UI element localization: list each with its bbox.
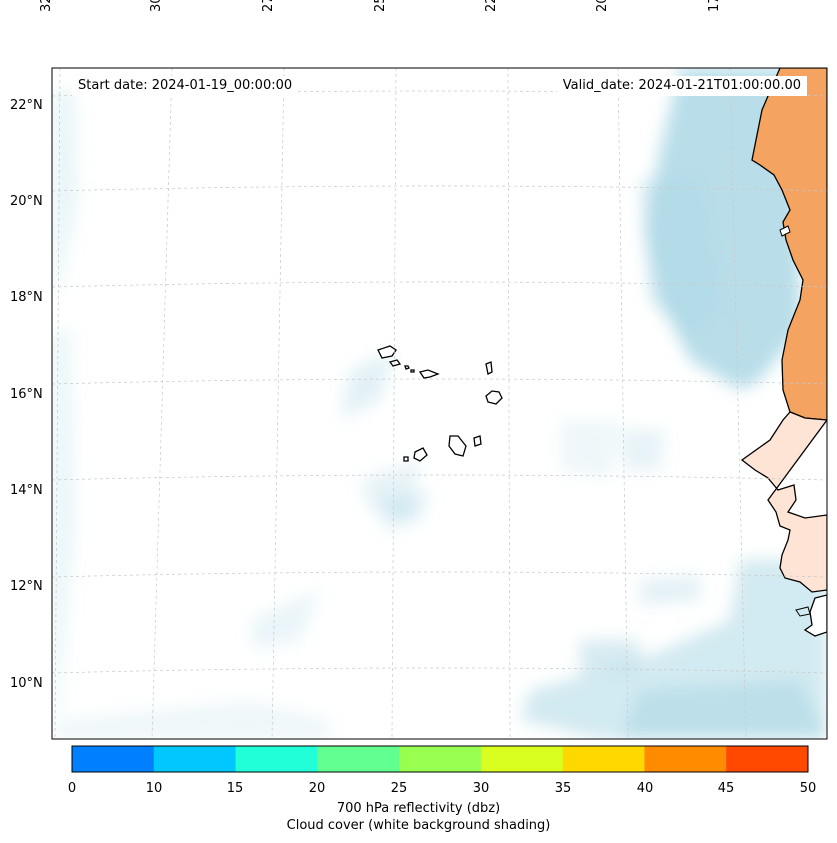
lat-label: 12°N (10, 579, 43, 594)
colorbar-segment (480, 746, 564, 772)
valid-date-label: Valid_date: 2024-01-21T01:00:00.00 (556, 76, 807, 96)
colorbar (72, 746, 809, 772)
lon-label: 20°W (595, 0, 610, 12)
lat-label: 22°N (10, 98, 43, 113)
lon-label: 30°W (149, 0, 164, 12)
colorbar-tick-label: 0 (67, 781, 77, 796)
colorbar-tick-label: 20 (308, 781, 326, 796)
colorbar-subtitle: Cloud cover (white background shading) (286, 818, 551, 833)
colorbar-tick-label: 10 (145, 781, 163, 796)
start-date-label: Start date: 2024-01-19_00:00:00 (72, 76, 299, 96)
colorbar-segment (235, 746, 318, 772)
colorbar-segment (644, 746, 727, 772)
lat-label: 16°N (10, 387, 43, 402)
lat-label: 14°N (10, 483, 43, 498)
lat-label: 18°N (10, 290, 43, 305)
lon-label: 32.5°W (39, 0, 54, 12)
colorbar-tick-label: 35 (554, 781, 572, 796)
colorbar-segment (562, 746, 645, 772)
colorbar-frame (71, 745, 809, 773)
africa-landmass (740, 68, 827, 637)
lon-label: 17.5°W (707, 0, 722, 12)
colorbar-tick-label: 50 (799, 781, 817, 796)
colorbar-tick-label: 25 (390, 781, 408, 796)
colorbar-segment (153, 746, 237, 772)
colorbar-tick-label: 15 (226, 781, 244, 796)
colorbar-title: 700 hPa reflectivity (dbz) (336, 801, 501, 816)
lat-label: 10°N (10, 676, 43, 691)
lon-label: 25°W (373, 0, 388, 12)
cloud-cover-shading (52, 68, 827, 739)
colorbar-segment (72, 746, 155, 772)
cape-verde-islands (377, 345, 503, 462)
lon-label: 27.5°W (261, 0, 276, 12)
colorbar-segment (317, 746, 400, 772)
colorbar-segment (399, 746, 482, 772)
colorbar-tick-label: 40 (636, 781, 654, 796)
map-frame (51, 67, 828, 740)
colorbar-segment (726, 746, 809, 772)
lon-label: 22.5°W (484, 0, 499, 12)
lat-label: 20°N (10, 194, 43, 209)
colorbar-tick-label: 45 (717, 781, 735, 796)
colorbar-tick-label: 30 (472, 781, 490, 796)
